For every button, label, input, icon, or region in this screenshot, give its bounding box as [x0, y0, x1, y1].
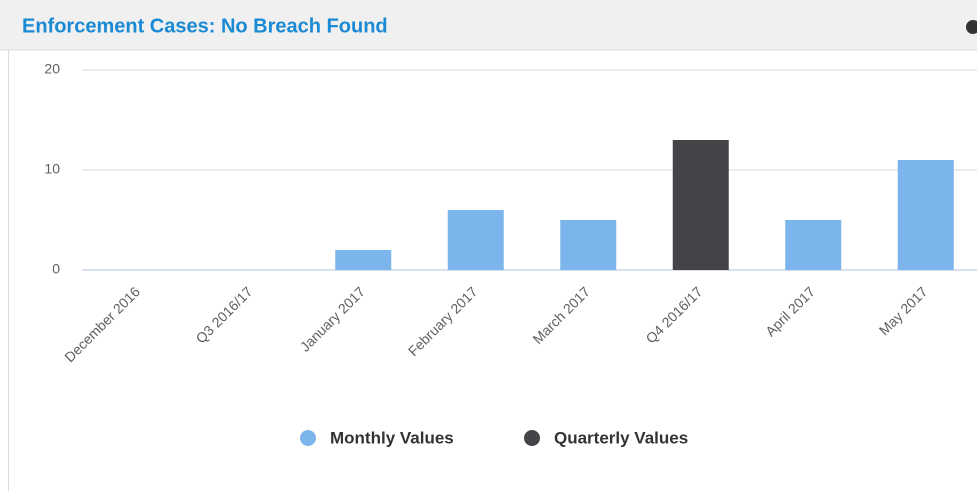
bar — [335, 250, 392, 270]
chart-title: Enforcement Cases: No Breach Found — [22, 15, 388, 37]
legend-label: Monthly Values — [330, 428, 454, 447]
y-tick-label: 10 — [44, 161, 60, 177]
legend-label: Quarterly Values — [554, 428, 688, 447]
bar — [785, 220, 842, 270]
y-tick-label: 0 — [52, 261, 60, 277]
bar — [560, 220, 617, 270]
bar — [672, 140, 729, 270]
legend-marker — [300, 430, 316, 446]
bar — [897, 160, 954, 270]
y-tick-label: 20 — [44, 61, 60, 77]
bar — [447, 210, 504, 270]
legend-marker — [524, 430, 540, 446]
info-icon[interactable] — [966, 20, 977, 34]
panel-header — [0, 0, 977, 50]
